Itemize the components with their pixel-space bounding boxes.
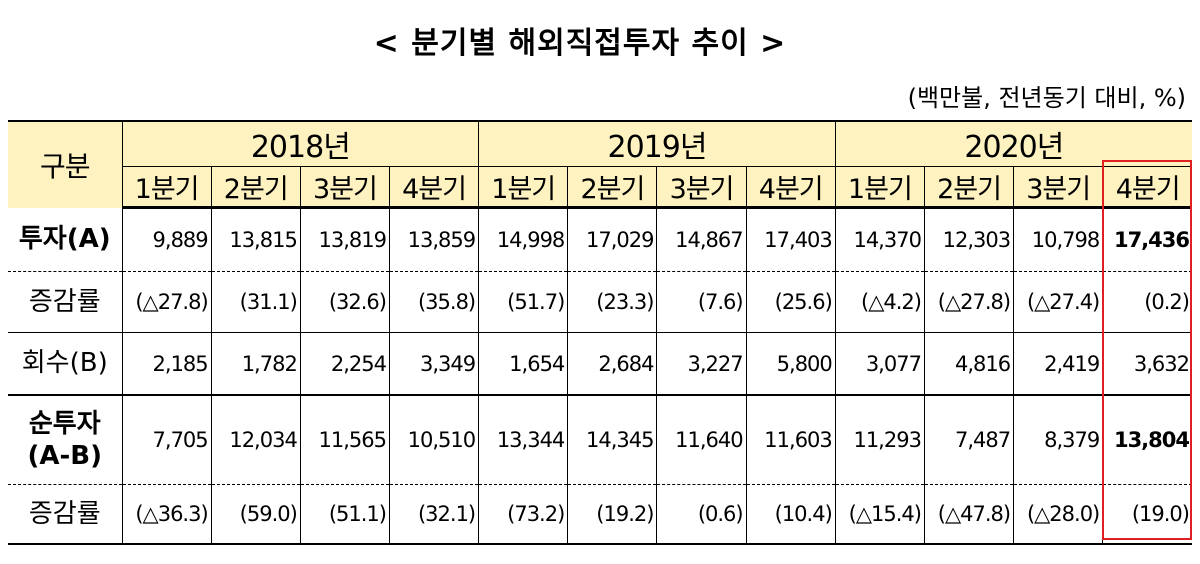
cell: (0.2) [1102,271,1192,333]
year-row: 구분 2018년 2019년 2020년 [8,120,1192,208]
cell: 3,077 [834,332,925,396]
quarter-header: 2분기 [923,166,1014,209]
cell: 11,640 [656,395,747,485]
cell: 13,859 [388,207,479,272]
year-header: 2018년 [121,120,479,167]
row-label: 투자(A) [8,207,122,272]
cell: 14,345 [567,395,657,485]
year-header: 2020년 [834,120,1192,167]
cell: 7,705 [121,395,212,485]
cell: 2,419 [1013,332,1103,396]
table-row: 회수(B) 2,185 1,782 2,254 3,349 1,654 2,684 3,227… [8,332,1192,396]
cell: (19.2) [567,484,657,545]
quarter-header: 4분기 [1102,166,1192,209]
cell: (△36.3) [121,484,212,545]
cell: 11,565 [299,395,390,485]
cell: (0.6) [656,484,747,545]
cell: 14,998 [478,207,568,272]
cell: (△28.0) [1013,484,1103,545]
table-header: 구분 2018년 2019년 2020년 1분기 2분기 3분기 4분기 1분기 2분기 3분기… [8,120,1192,209]
table-row: 증감률 (△27.8) (31.1) (32.6) (35.8) (51.7) (23.3)… [8,271,1192,333]
cell: 3,227 [656,332,747,396]
quarter-header: 2분기 [210,166,301,209]
quarter-header: 3분기 [1013,166,1103,209]
cell: (△27.4) [1013,271,1103,333]
cell: 7,487 [923,395,1014,485]
cell: 13,804 [1102,395,1192,485]
cell: (△4.2) [834,271,925,333]
cell: 17,403 [745,207,836,272]
quarter-header: 1분기 [478,166,568,209]
row-label: 증감률 [8,484,122,545]
quarter-header: 4분기 [388,166,479,209]
cell: (23.3) [567,271,657,333]
quarter-header: 3분기 [656,166,747,209]
cell: 3,632 [1102,332,1192,396]
cell: (△27.8) [923,271,1014,333]
table-row: 순투자 (A-B) 7,705 12,034 11,565 10,510 13,344 14… [8,395,1192,485]
cell: (7.6) [656,271,747,333]
cell: (10.4) [745,484,836,545]
cell: 17,436 [1102,207,1192,272]
corner-cell: 구분 [8,120,122,208]
table-body: 투자(A) 9,889 13,815 13,819 13,859 14,998 17,029… [8,207,1192,545]
row-label: 순투자 (A-B) [8,395,122,485]
cell: 14,867 [656,207,747,272]
cell: 3,349 [388,332,479,396]
table-row: 투자(A) 9,889 13,815 13,819 13,859 14,998 17,029… [8,207,1192,272]
cell: 1,782 [210,332,301,396]
cell: (△27.8) [121,271,212,333]
quarter-header: 2분기 [567,166,657,209]
quarter-header: 1분기 [121,166,212,209]
cell: (59.0) [210,484,301,545]
cell: 14,370 [834,207,925,272]
quarter-header: 4분기 [745,166,836,209]
title: < 분기별 해외직접투자 추이 > [373,26,787,61]
cell: (73.2) [478,484,568,545]
cell: 4,816 [923,332,1014,396]
quarter-row: 1분기 2분기 3분기 4분기 1분기 2분기 3분기 4분기 1분기 2분기 3분기 4분기 [8,166,1192,209]
cell: (35.8) [388,271,479,333]
cell: 2,254 [299,332,390,396]
row-label: 회수(B) [8,332,122,396]
quarter-header: 3분기 [299,166,390,209]
cell: (51.1) [299,484,390,545]
cell: 10,798 [1013,207,1103,272]
year-header: 2019년 [478,120,836,167]
cell: 9,889 [121,207,212,272]
cell: 13,819 [299,207,390,272]
cell: 17,029 [567,207,657,272]
cell: (19.0) [1102,484,1192,545]
cell: (51.7) [478,271,568,333]
cell: (△47.8) [923,484,1014,545]
cell: 11,293 [834,395,925,485]
quarter-header: 1분기 [834,166,925,209]
cell: 1,654 [478,332,568,396]
cell: (32.1) [388,484,479,545]
cell: 12,303 [923,207,1014,272]
table-row: 증감률 (△36.3) (59.0) (51.1) (32.1) (73.2) (19.2)… [8,484,1192,545]
cell: 13,344 [478,395,568,485]
data-table: 구분 2018년 2019년 2020년 1분기 2분기 3분기 4분기 1분기 2분기 3분기… [8,120,1192,545]
cell: 13,815 [210,207,301,272]
cell: (32.6) [299,271,390,333]
cell: 10,510 [388,395,479,485]
row-label: 증감률 [8,271,122,333]
cell: 12,034 [210,395,301,485]
cell: 8,379 [1013,395,1103,485]
unit-note: (백만불, 전년동기 대비, %) [907,84,1186,112]
cell: 2,684 [567,332,657,396]
cell: (31.1) [210,271,301,333]
cell: 2,185 [121,332,212,396]
cell: 5,800 [745,332,836,396]
cell: (25.6) [745,271,836,333]
cell: 11,603 [745,395,836,485]
cell: (△15.4) [834,484,925,545]
